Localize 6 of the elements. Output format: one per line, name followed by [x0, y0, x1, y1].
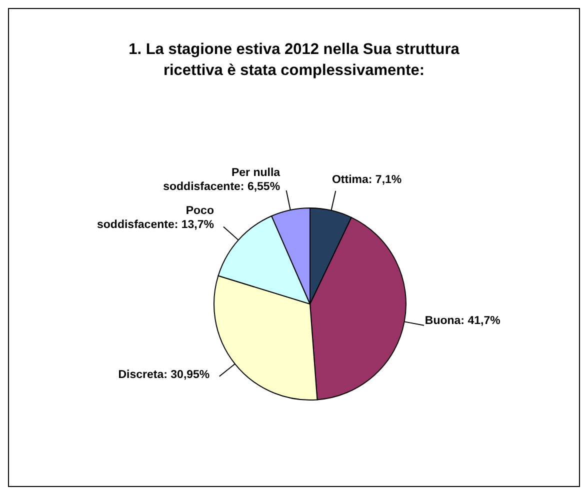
slice-label: Discreta: 30,95%	[118, 369, 210, 382]
slice-label: Per nulla soddisfacente: 6,55%	[162, 166, 280, 194]
slice-label: Buona: 41,7%	[424, 315, 500, 328]
slice-label: Ottima: 7,1%	[332, 174, 402, 186]
slice-label: Poco soddisfacente: 13,7%	[96, 204, 214, 232]
chart-title: 1. La stagione estiva 2012 nella Sua struttura ricettiva è stata complessivamente:	[128, 40, 460, 81]
